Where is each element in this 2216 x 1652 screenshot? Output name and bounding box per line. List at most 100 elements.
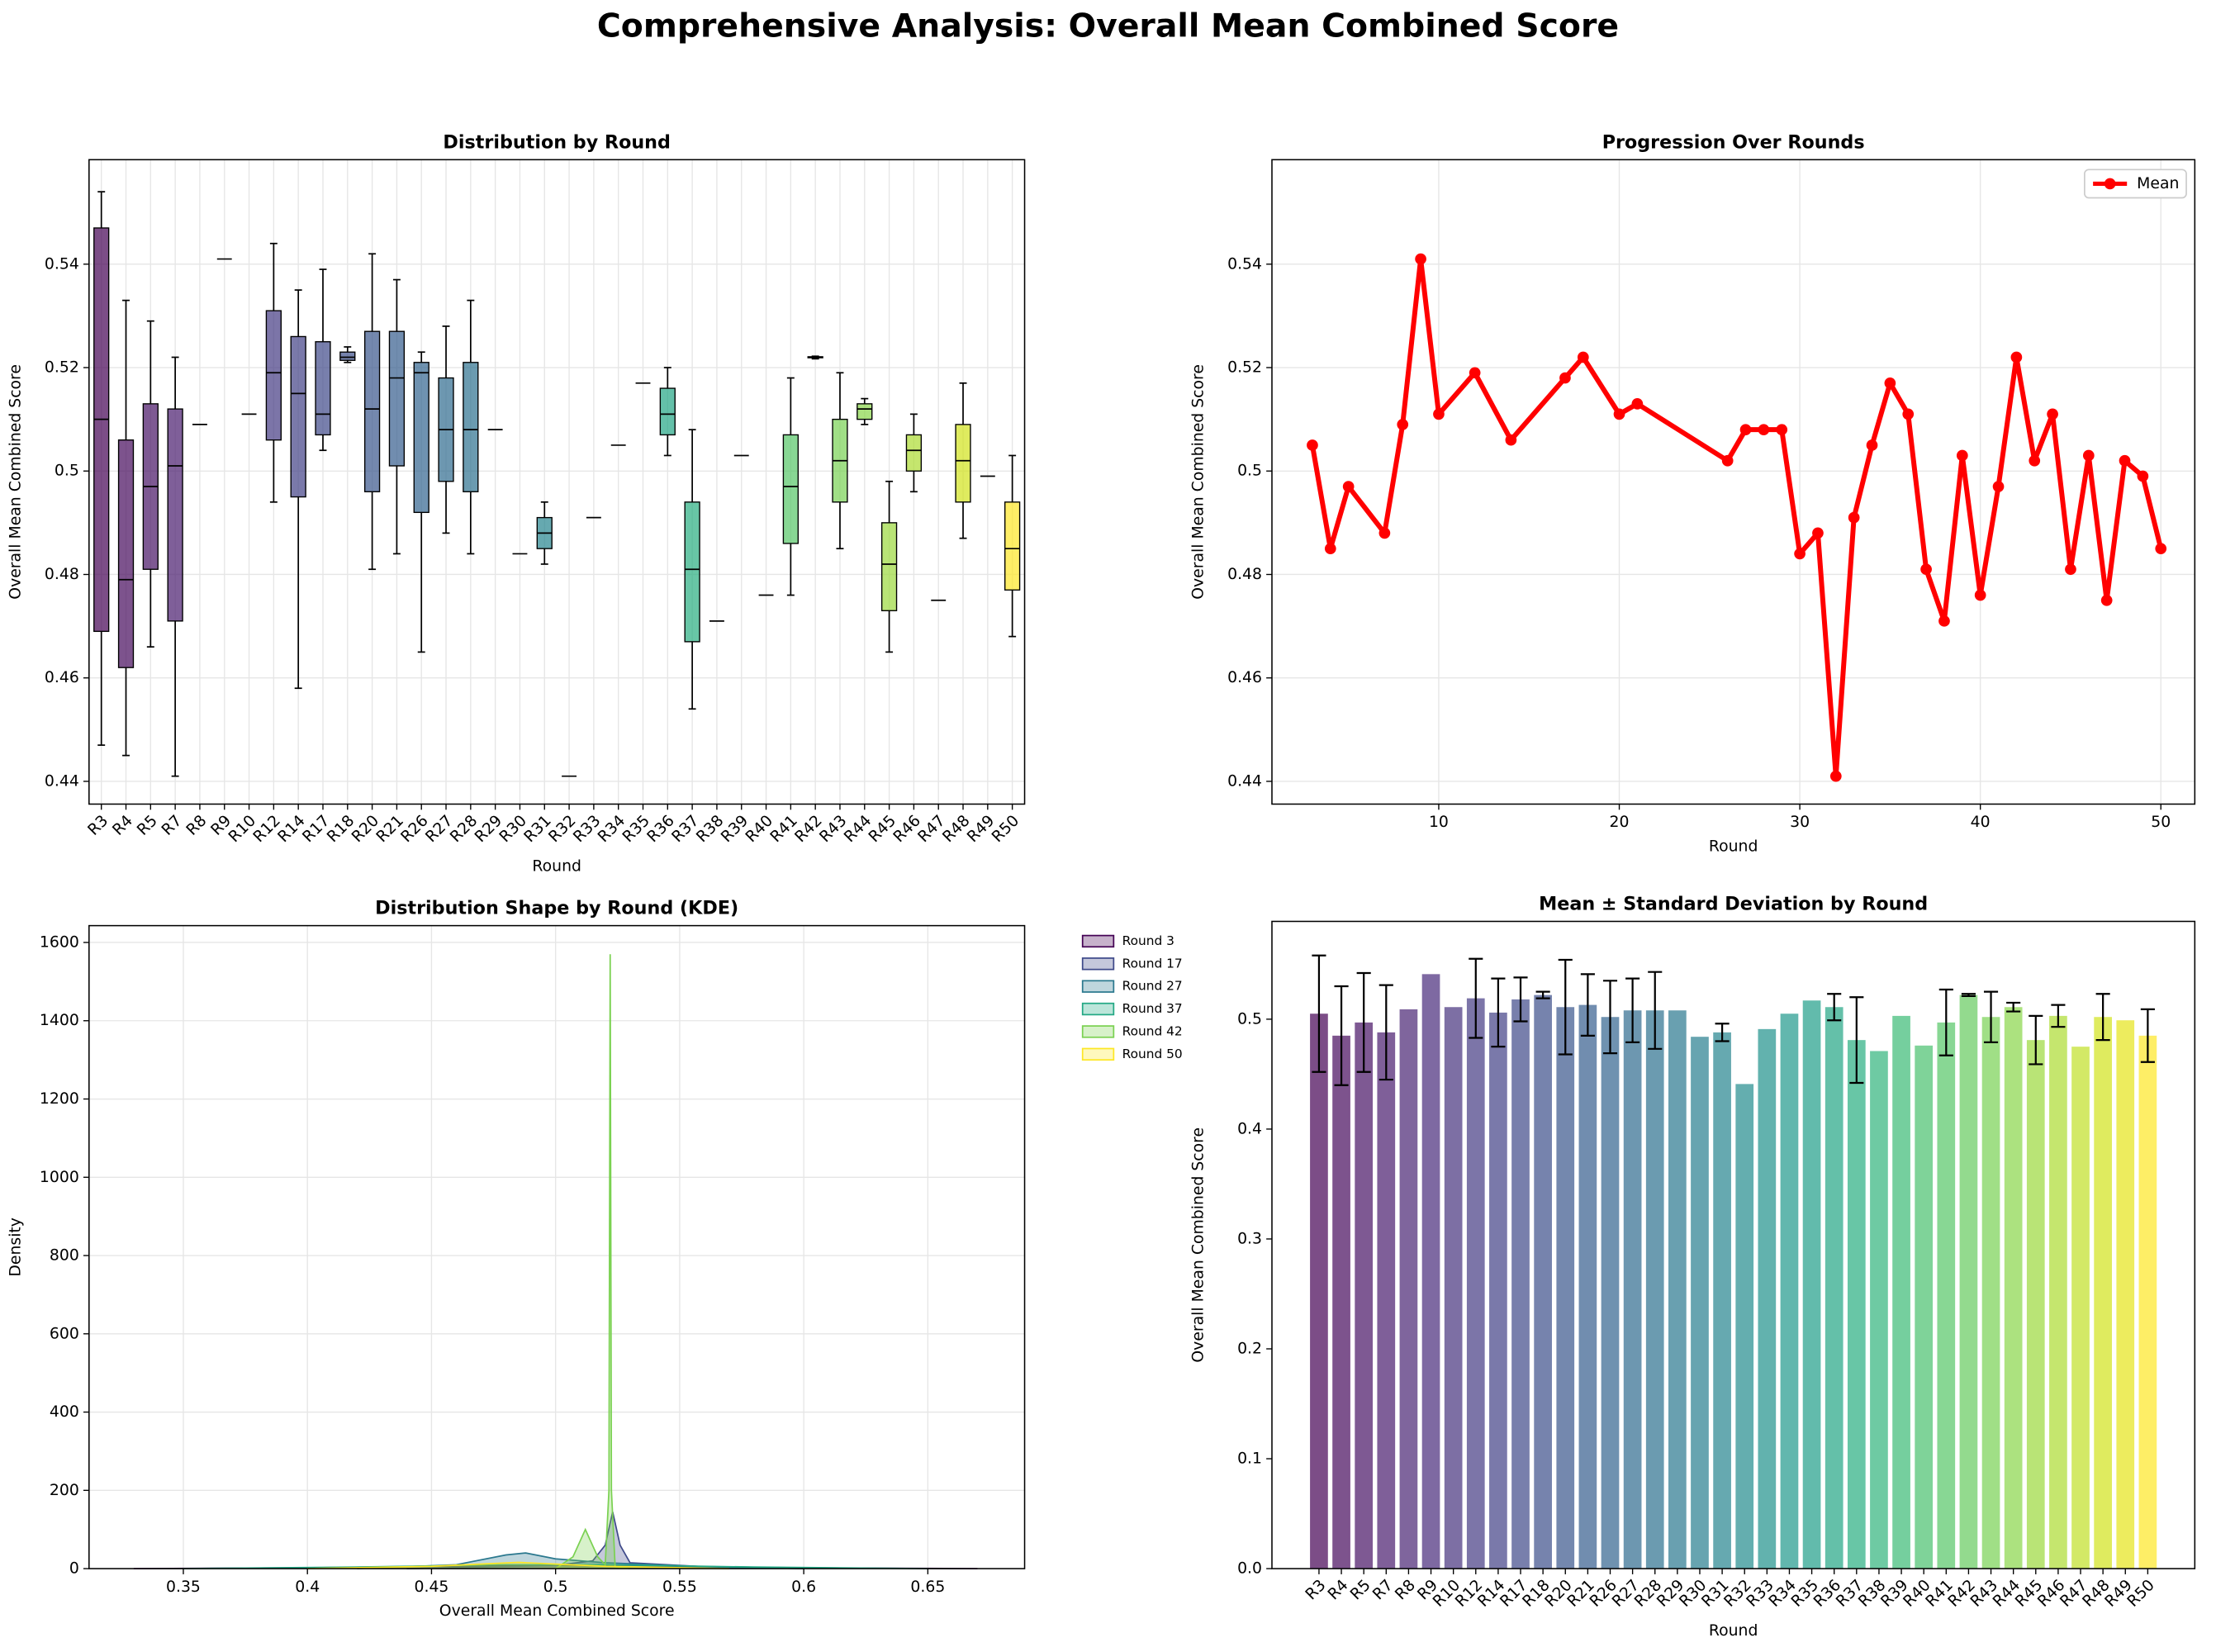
y-axis-label: Density <box>7 1218 24 1277</box>
x-tick-label: 0.6 <box>791 1578 816 1596</box>
y-tick-label: 0.0 <box>1237 1560 1262 1578</box>
y-tick-label: 600 <box>50 1325 79 1342</box>
box <box>339 351 356 361</box>
x-tick-label: R8 <box>183 812 211 839</box>
subplot: Progression Over Rounds Overall Mean Comb… <box>1190 131 2196 855</box>
subplot-title: Distribution Shape by Round (KDE) <box>375 898 738 919</box>
axes-frame <box>88 924 1026 1569</box>
marker <box>2100 594 2113 606</box>
density-area <box>555 954 630 1569</box>
bar <box>1802 1000 1821 1569</box>
x-tick-label: 10 <box>1429 814 1449 831</box>
subplot-title: Distribution by Round <box>443 131 671 153</box>
bar <box>1937 1022 1956 1569</box>
error-bar <box>1356 971 1371 1073</box>
y-tick-label: 0.46 <box>45 669 79 686</box>
y-tick-label: 800 <box>50 1247 79 1265</box>
bar <box>1601 1017 1620 1569</box>
marker <box>1469 367 1481 379</box>
y-tick-label: 0.5 <box>55 463 79 480</box>
box <box>413 362 429 514</box>
box <box>93 227 110 633</box>
bar <box>1578 1004 1597 1569</box>
y-tick-label: 0.44 <box>45 772 79 790</box>
error-bar <box>1827 993 1842 1022</box>
bar <box>1870 1051 1888 1569</box>
y-tick-label: 0 <box>69 1560 79 1578</box>
bar <box>1421 974 1440 1569</box>
marker <box>1776 424 1788 436</box>
bar <box>2116 1020 2135 1569</box>
legend-marker <box>2104 178 2116 190</box>
error-bar <box>1334 985 1349 1086</box>
figure-title: Comprehensive Analysis: Overall Mean Com… <box>597 7 1619 45</box>
error-bar <box>1602 980 1618 1055</box>
x-axis-label: Overall Mean Combined Score <box>439 1602 675 1620</box>
legend-label: Round 3 <box>1122 933 1174 948</box>
marker <box>1415 253 1426 265</box>
bar <box>1310 1014 1328 1569</box>
marker <box>1829 770 1842 782</box>
x-tick-label: R7 <box>159 812 186 839</box>
y-tick-label: 0.48 <box>1227 566 1262 583</box>
marker <box>2047 408 2058 420</box>
y-axis-label: Overall Mean Combined Score <box>7 364 24 600</box>
y-tick-label: 0.44 <box>1227 772 1262 790</box>
box <box>905 434 923 472</box>
y-tick-label: 0.1 <box>1237 1450 1262 1468</box>
x-tick-label: 50 <box>2151 814 2171 831</box>
bar <box>1825 1007 1844 1569</box>
error-bar <box>2140 1008 2155 1063</box>
marker <box>1324 543 1336 555</box>
box <box>315 341 331 436</box>
box <box>1004 501 1021 591</box>
bar <box>2071 1047 2090 1569</box>
legend-label: Round 42 <box>1122 1023 1183 1038</box>
bar <box>1713 1032 1731 1569</box>
legend-swatch <box>1081 980 1115 993</box>
subplot: Distribution by Round Overall Mean Combin… <box>7 131 1026 875</box>
marker <box>1613 408 1625 420</box>
y-tick-label: 1000 <box>40 1169 79 1186</box>
y-axis-label: Overall Mean Combined Score <box>1190 364 1208 600</box>
line <box>1309 256 2164 779</box>
bar <box>1780 1014 1799 1569</box>
legend-label: Mean <box>2137 175 2179 192</box>
error-bar <box>2029 1014 2043 1066</box>
x-tick-label: R3 <box>85 812 112 839</box>
x-tick-label: 20 <box>1610 814 1630 831</box>
marker <box>1794 548 1806 560</box>
bar <box>1466 998 1485 1569</box>
box <box>388 330 406 467</box>
legend-swatch <box>1081 1002 1115 1016</box>
subplot-title: Mean ± Standard Deviation by Round <box>1539 893 1928 914</box>
x-tick-label: 0.4 <box>295 1578 320 1596</box>
error-bar <box>1580 973 1595 1037</box>
box <box>265 310 282 441</box>
marker <box>1956 449 1968 462</box>
y-tick-label: 0.52 <box>1227 359 1262 377</box>
marker <box>1758 424 1770 436</box>
x-tick-label: 0.65 <box>910 1578 945 1596</box>
marker <box>2082 449 2095 462</box>
bar <box>1735 1084 1754 1569</box>
error-bar <box>1491 977 1506 1048</box>
legend-swatch <box>1081 934 1115 948</box>
bar <box>1981 1017 2000 1569</box>
legend-label: Round 17 <box>1122 956 1183 971</box>
bar <box>1355 1022 1374 1569</box>
y-tick-label: 0.4 <box>1237 1120 1262 1137</box>
axes-frame <box>1271 159 2196 805</box>
box <box>659 387 676 436</box>
marker <box>1721 454 1734 467</box>
marker <box>2155 543 2167 555</box>
subplot-title: Progression Over Rounds <box>1602 131 1865 153</box>
legend-label: Round 27 <box>1122 979 1183 994</box>
marker <box>1848 511 1860 524</box>
bar <box>1556 1007 1575 1569</box>
marker <box>1307 439 1318 451</box>
x-tick-label: 0.35 <box>166 1578 201 1596</box>
marker <box>2029 454 2041 467</box>
bar <box>1623 1010 1642 1569</box>
error-bar <box>1961 993 1976 998</box>
